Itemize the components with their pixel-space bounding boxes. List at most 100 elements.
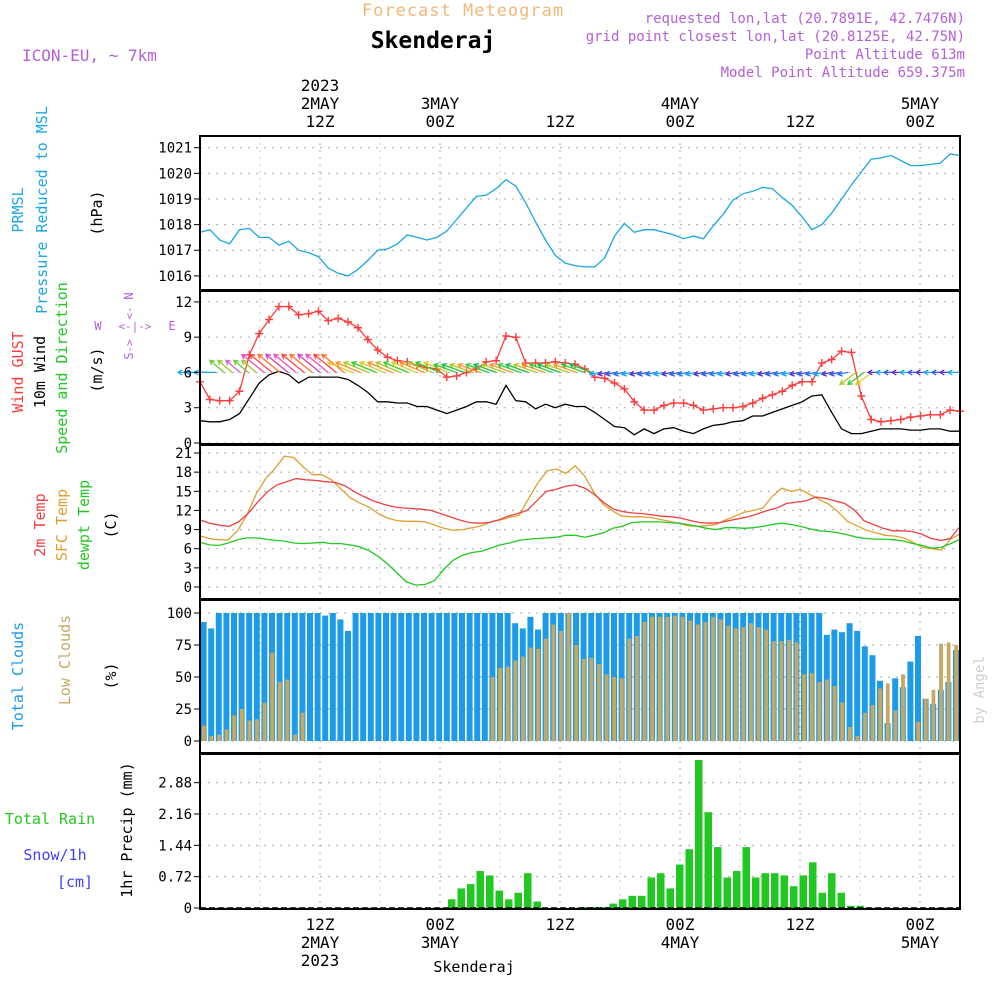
wind-gust-point (215, 396, 224, 405)
low-cloud-bar (635, 636, 639, 741)
wind-gust-label: Wind GUST (9, 331, 27, 412)
wind-direction-arrow (305, 353, 329, 373)
low-cloud-bar (597, 664, 601, 741)
pressure-line (199, 153, 961, 277)
wind-direction-arrow (708, 370, 721, 377)
wind-direction-arrow (313, 353, 337, 373)
low-cloud-bar (498, 668, 503, 741)
time-label-top: 12Z (306, 112, 335, 131)
wind-direction-arrow (326, 361, 353, 373)
low-cloud-bar (285, 679, 290, 741)
rain-bar (638, 895, 646, 908)
wind-direction-arrow (225, 359, 241, 373)
time-label-top: 00Z (666, 112, 695, 131)
compass-north-label: N (122, 292, 136, 299)
time-label-top: 2023 (301, 76, 340, 95)
wind-direction-arrow (628, 370, 641, 377)
total-cloud-bar (200, 622, 207, 741)
time-label-bottom: 5MAY (901, 933, 940, 952)
wind-gust-line (199, 305, 961, 423)
total-cloud-bar (839, 632, 845, 741)
time-label-top: 4MAY (661, 94, 700, 113)
low-cloud-bar (756, 627, 761, 741)
low-cloud-bar (711, 616, 715, 741)
rain-bar (761, 873, 769, 908)
wind-direction-arrow (620, 370, 633, 377)
rain-bar (590, 907, 598, 909)
wind-direction-arrow (281, 353, 305, 373)
total-cloud-bar (238, 613, 245, 741)
low-cloud-bar (262, 702, 267, 741)
wind-direction-arrow (780, 370, 793, 377)
low-cloud-bar (528, 647, 533, 741)
wind-direction-arrow (456, 362, 481, 374)
prmsl-label: PRMSL (9, 187, 27, 232)
wind-gust-point (926, 410, 935, 419)
low-cloud-bar (832, 686, 837, 741)
total-cloud-bar (413, 613, 420, 741)
low-cloud-bar (718, 619, 723, 741)
time-label-bottom: 00Z (906, 915, 935, 934)
wind-gust-point (610, 379, 619, 388)
total-cloud-bar (892, 678, 899, 741)
low-cloud-bar (794, 642, 799, 741)
rain-bar (495, 890, 503, 908)
total-cloud-bar (854, 630, 861, 741)
low-cloud-bar (642, 622, 647, 741)
total-cloud-bar (307, 613, 313, 741)
total-cloud-bar (831, 629, 838, 741)
wind-gust-point (324, 316, 333, 325)
time-label-top: 2MAY (301, 94, 340, 113)
rain-bar (609, 903, 617, 908)
wind-direction-arrow (209, 359, 225, 373)
low-cloud-bar (825, 679, 829, 741)
wind-10m-line (199, 370, 960, 436)
wind-direction-arrow (544, 362, 569, 374)
rain-bar (647, 877, 655, 908)
time-label-bottom: 00Z (426, 915, 455, 934)
wind-gust-point (659, 401, 668, 410)
total-cloud-bar (466, 613, 473, 741)
wind-gust-point (748, 399, 757, 408)
low-cloud-bar (201, 725, 206, 741)
low-cloud-bar (817, 682, 822, 741)
wind-10m-label: 10m Wind (31, 336, 49, 408)
wind-direction-arrow (374, 361, 401, 373)
wind-gust-point (334, 314, 343, 323)
wind-direction-arrow (552, 362, 577, 374)
wind-gust-point (679, 399, 688, 408)
wind-direction-arrow (796, 370, 809, 377)
sfc-temp-line (199, 455, 961, 551)
low-cloud-bar (270, 652, 275, 741)
wind-gust-point (896, 415, 905, 424)
rain-bar (733, 871, 741, 908)
total-cloud-bar (352, 613, 359, 741)
gridpoint-coords: grid point closest lon,lat (20.8125E, 42… (586, 29, 965, 45)
point-altitude: Point Altitude 613m (805, 47, 965, 63)
total-cloud-bar (481, 613, 488, 741)
total-cloud-bar (276, 613, 283, 741)
wind-direction-arrow (568, 362, 593, 374)
total-cloud-bar (421, 613, 427, 741)
rain-bar (666, 888, 674, 908)
y-tick-label: 9 (184, 523, 192, 539)
y-tick-label: 12 (175, 295, 192, 311)
wind-direction-arrow (596, 370, 609, 377)
wind-gust-point (837, 347, 846, 356)
low-cloud-bar (239, 709, 244, 741)
wind-gust-point (788, 381, 797, 390)
wind-gust-point (383, 353, 392, 362)
y-tick-label: 1018 (158, 218, 192, 234)
total-cloud-bar (846, 623, 853, 741)
low-cloud-bar (627, 638, 632, 741)
rain-bar (524, 873, 532, 908)
low-cloud-bar (878, 688, 883, 741)
wind-direction-arrow (604, 370, 617, 377)
low-cloud-bar (612, 677, 617, 741)
total-cloud-bar (451, 613, 458, 741)
y-tick-label: 1021 (158, 141, 192, 157)
low-cloud-bar (916, 721, 921, 741)
low-cloud-bar (566, 613, 571, 741)
wind-gust-point (314, 307, 323, 316)
wind-gust-point (827, 355, 836, 364)
